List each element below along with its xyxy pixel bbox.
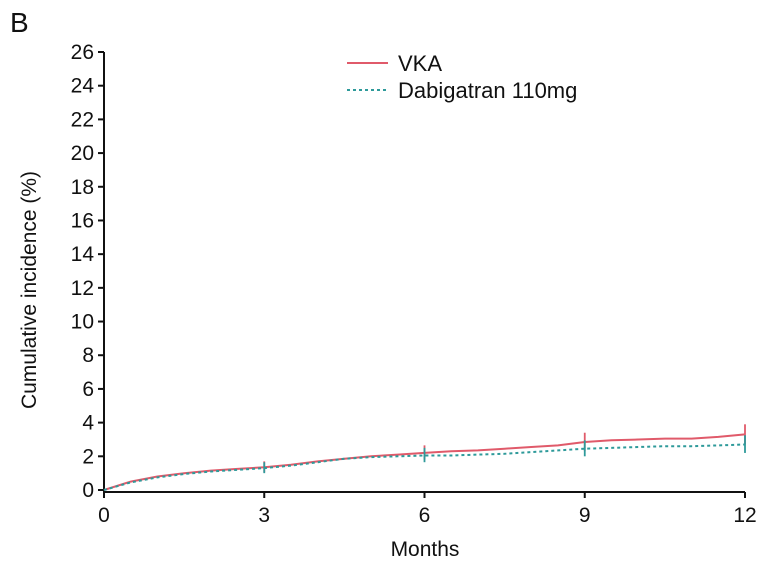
y-tick-label-16: 16	[71, 209, 94, 232]
x-tick-label-12: 12	[733, 504, 756, 527]
y-tick-label-10: 10	[71, 311, 94, 334]
y-tick-label-6: 6	[82, 378, 94, 401]
y-tick-label-26: 26	[71, 41, 94, 64]
x-tick-label-3: 3	[258, 504, 270, 527]
y-tick-label-8: 8	[82, 344, 94, 367]
y-tick-label-20: 20	[71, 142, 94, 165]
y-tick-label-22: 22	[71, 108, 94, 131]
y-tick-label-24: 24	[71, 75, 95, 98]
x-tick-label-6: 6	[419, 504, 431, 527]
y-tick-label-0: 0	[82, 479, 94, 502]
x-tick-label-0: 0	[98, 504, 110, 527]
y-tick-label-14: 14	[71, 243, 95, 266]
y-axis-title: Cumulative incidence (%)	[18, 171, 41, 409]
series-layer	[103, 424, 746, 491]
y-tick-label-2: 2	[82, 445, 94, 468]
y-tick-label-12: 12	[71, 277, 94, 300]
x-tick-label-9: 9	[579, 504, 591, 527]
panel-label: B	[10, 7, 29, 38]
x-axis-title: Months	[391, 538, 460, 561]
y-tick-label-4: 4	[82, 412, 94, 435]
legend-label-vka: VKA	[398, 51, 442, 76]
series-line-dabigatran-110mg	[103, 443, 746, 491]
y-tick-label-18: 18	[71, 176, 94, 199]
legend-label-dabigatran-110mg: Dabigatran 110mg	[398, 78, 577, 103]
